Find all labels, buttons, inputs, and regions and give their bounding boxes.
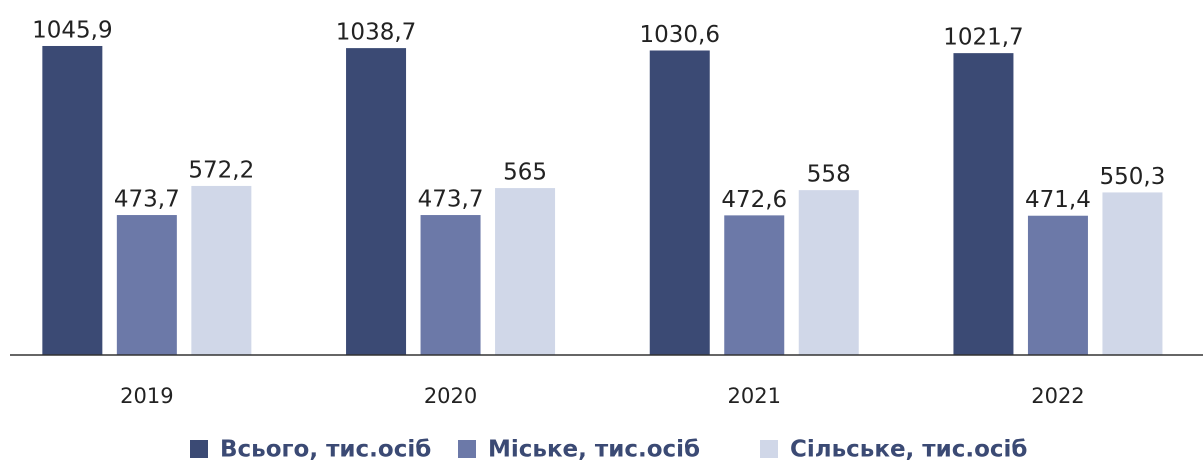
bar — [724, 215, 785, 355]
legend-swatch — [458, 440, 476, 458]
bar — [495, 188, 556, 355]
value-label: 572,2 — [188, 157, 254, 183]
legend-label: Сільське, тис.осіб — [790, 437, 1027, 463]
bar — [116, 215, 177, 355]
x-tick-label: 2020 — [424, 384, 477, 408]
value-label: 1030,6 — [640, 22, 720, 48]
value-label: 471,4 — [1025, 187, 1091, 213]
value-label: 1021,7 — [943, 25, 1023, 51]
value-label: 473,7 — [418, 187, 484, 213]
bar — [191, 185, 252, 355]
bar — [649, 50, 710, 355]
value-label: 558 — [807, 162, 851, 188]
x-tick-label: 2019 — [120, 384, 173, 408]
legend-label: Всього, тис.осіб — [220, 437, 431, 463]
value-label: 1045,9 — [32, 17, 112, 43]
legend-label: Міське, тис.осіб — [488, 437, 700, 463]
bar — [420, 215, 481, 355]
value-label: 473,7 — [114, 187, 180, 213]
legend-swatch — [760, 440, 778, 458]
value-label: 550,3 — [1100, 164, 1166, 190]
legend-swatch — [190, 440, 208, 458]
bar — [953, 53, 1014, 355]
bar — [346, 48, 407, 356]
value-label: 1038,7 — [336, 20, 416, 46]
x-tick-label: 2022 — [1031, 384, 1084, 408]
bar — [42, 45, 103, 355]
bar — [798, 190, 859, 355]
bar — [1102, 192, 1163, 355]
bar — [1027, 215, 1088, 355]
value-label: 565 — [503, 160, 547, 186]
value-label: 472,6 — [721, 187, 787, 213]
x-tick-label: 2021 — [728, 384, 781, 408]
